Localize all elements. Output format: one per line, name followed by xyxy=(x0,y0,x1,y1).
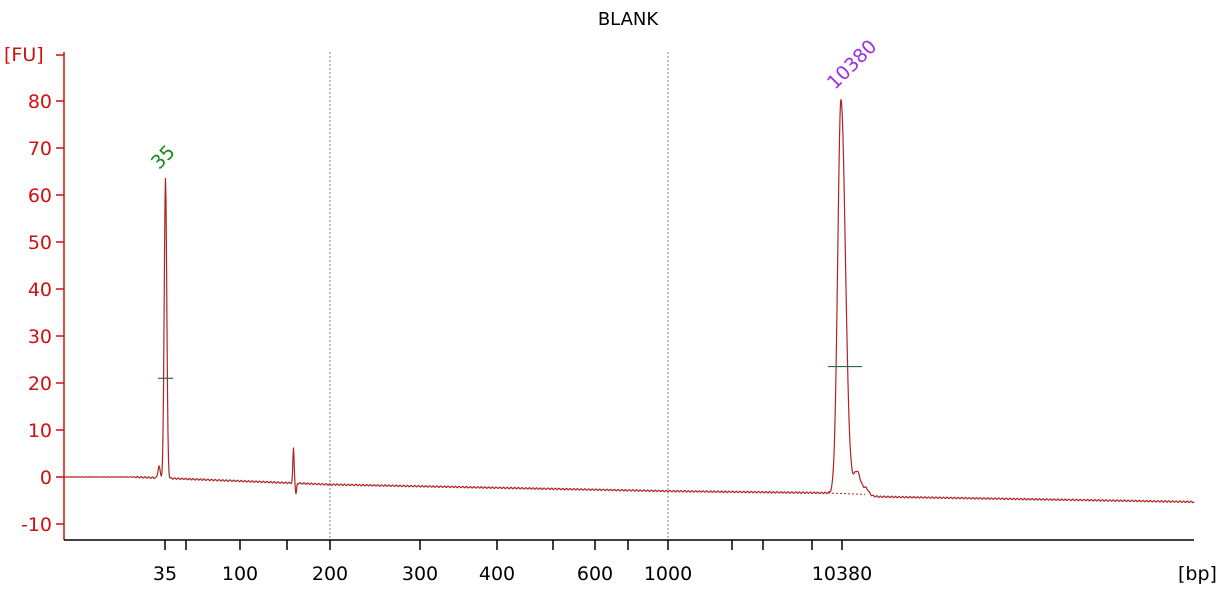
trace-layer xyxy=(63,99,1195,504)
x-tick-label: 1000 xyxy=(644,563,692,585)
x-unit-label: [bp] xyxy=(1178,563,1216,585)
y-tick-label: 0 xyxy=(40,467,52,489)
x-tick-label: 300 xyxy=(402,563,438,585)
x-axis: 35 100 200 300 400 600 1000 10380 xyxy=(64,539,1194,585)
x-tick-label: 200 xyxy=(312,563,348,585)
y-tick-label: -10 xyxy=(21,514,52,536)
y-tick-label: 30 xyxy=(28,326,52,348)
peak-labels: 35 10380 xyxy=(147,36,881,174)
y-axis: -10 0 10 20 30 40 50 60 70 80 xyxy=(21,52,65,540)
x-tick-label: 100 xyxy=(222,563,258,585)
signal-trace xyxy=(63,99,1195,504)
x-tick-label: 10380 xyxy=(812,563,872,585)
chart-title: BLANK xyxy=(598,9,660,30)
x-tick-label: 400 xyxy=(479,563,515,585)
y-unit-label: [FU] xyxy=(4,44,44,66)
y-tick-label: 70 xyxy=(28,138,52,160)
x-tick-label: 600 xyxy=(577,563,613,585)
y-tick-label: 40 xyxy=(28,279,52,301)
peak-baseline xyxy=(827,492,866,495)
y-tick-label: 60 xyxy=(28,185,52,207)
peak-label: 35 xyxy=(147,141,180,174)
x-tick-label: 35 xyxy=(153,563,177,585)
y-tick-label: 10 xyxy=(28,420,52,442)
y-tick-label: 50 xyxy=(28,232,52,254)
peak-label: 10380 xyxy=(823,36,881,94)
y-tick-label: 80 xyxy=(28,91,52,113)
gridlines xyxy=(329,52,669,540)
y-tick-label: 20 xyxy=(28,373,52,395)
